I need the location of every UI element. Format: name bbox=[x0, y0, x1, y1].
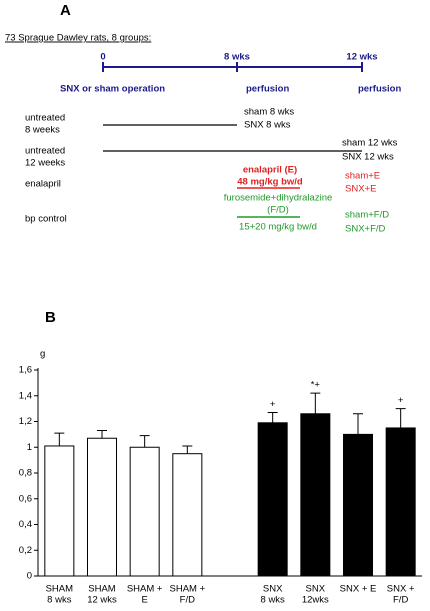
x-tick-label: SHAM bbox=[88, 584, 116, 595]
outcome: SNX 12 wks bbox=[342, 152, 394, 163]
treatment: 48 mg/kg bw/d bbox=[237, 177, 303, 188]
bar bbox=[342, 433, 374, 577]
group-label: untreated bbox=[25, 146, 65, 157]
y-tick-label: 0,2 bbox=[19, 545, 32, 556]
outcome: SNX 8 wks bbox=[244, 120, 291, 131]
heading: 73 Sprague Dawley rats, 8 groups: bbox=[5, 33, 151, 44]
timeline-label: 12 wks bbox=[346, 52, 377, 63]
event: SNX or sham operation bbox=[60, 84, 165, 95]
y-tick-label: 1,2 bbox=[19, 416, 32, 427]
x-tick-label: SHAM bbox=[46, 584, 74, 595]
x-tick-label: F/D bbox=[393, 595, 408, 606]
x-tick-label: SHAM + bbox=[127, 584, 163, 595]
group-label: 8 weeks bbox=[25, 125, 60, 136]
error-bar bbox=[54, 432, 65, 446]
treatment: (F/D) bbox=[267, 205, 289, 216]
event: perfusion bbox=[358, 84, 401, 95]
treatment: 15+20 mg/kg bw/d bbox=[239, 222, 317, 233]
y-tick-label: 0,4 bbox=[19, 519, 32, 530]
error-bar bbox=[310, 392, 321, 414]
bar bbox=[44, 445, 75, 577]
y-tick-label: 1,4 bbox=[19, 390, 32, 401]
x-tick-label: 8 wks bbox=[47, 595, 72, 606]
outcome: SNX+E bbox=[345, 184, 376, 195]
x-tick-label: SNX bbox=[306, 584, 326, 595]
bar bbox=[257, 422, 288, 577]
treatment: furosemide+dihydralazine bbox=[224, 193, 333, 204]
x-tick-label: SNX + E bbox=[340, 584, 377, 595]
x-tick-label: 12 wks bbox=[87, 595, 117, 606]
outcome: sham 8 wks bbox=[244, 107, 294, 118]
treatment: enalapril (E) bbox=[243, 165, 297, 176]
error-bar bbox=[182, 445, 193, 454]
annotation: + bbox=[398, 395, 404, 406]
error-bar bbox=[97, 430, 107, 439]
y-label: g bbox=[40, 349, 45, 360]
y-tick-label: 1 bbox=[27, 442, 32, 453]
x-tick-label: SHAM + bbox=[170, 584, 206, 595]
x-tick-label: SNX bbox=[263, 584, 283, 595]
group-label: bp control bbox=[25, 214, 67, 225]
outcome: sham 12 wks bbox=[342, 138, 398, 149]
x-tick-label: SNX + bbox=[387, 584, 415, 595]
group-label: enalapril bbox=[25, 179, 61, 190]
bar bbox=[172, 453, 203, 577]
bar bbox=[86, 437, 118, 577]
timeline-label: 0 bbox=[100, 52, 105, 63]
outcome: sham+F/D bbox=[345, 210, 389, 221]
y-tick-label: 0,8 bbox=[19, 468, 32, 479]
x-tick-label: 12wks bbox=[302, 595, 329, 606]
panel-label: B bbox=[45, 309, 56, 326]
error-bar bbox=[395, 408, 406, 428]
bar bbox=[385, 427, 416, 577]
error-bar bbox=[139, 435, 150, 448]
error-bar bbox=[267, 411, 278, 423]
group-label: untreated bbox=[25, 113, 65, 124]
panel-label: A bbox=[60, 2, 71, 19]
event: perfusion bbox=[246, 84, 289, 95]
annotation: *+ bbox=[311, 380, 321, 391]
bar bbox=[300, 413, 331, 577]
bar bbox=[129, 446, 160, 577]
x-tick-label: 8 wks bbox=[261, 595, 286, 606]
error-bar bbox=[353, 413, 363, 435]
timeline-label: 8 wks bbox=[224, 52, 250, 63]
y-tick-label: 1,6 bbox=[19, 365, 32, 376]
annotation: + bbox=[270, 399, 276, 410]
x-tick-label: E bbox=[141, 595, 147, 606]
outcome: SNX+F/D bbox=[345, 224, 386, 235]
x-tick-label: F/D bbox=[180, 595, 195, 606]
y-tick-label: 0,6 bbox=[19, 493, 32, 504]
group-label: 12 weeks bbox=[25, 158, 65, 169]
y-tick-label: 0 bbox=[27, 571, 32, 582]
outcome: sham+E bbox=[345, 171, 380, 182]
